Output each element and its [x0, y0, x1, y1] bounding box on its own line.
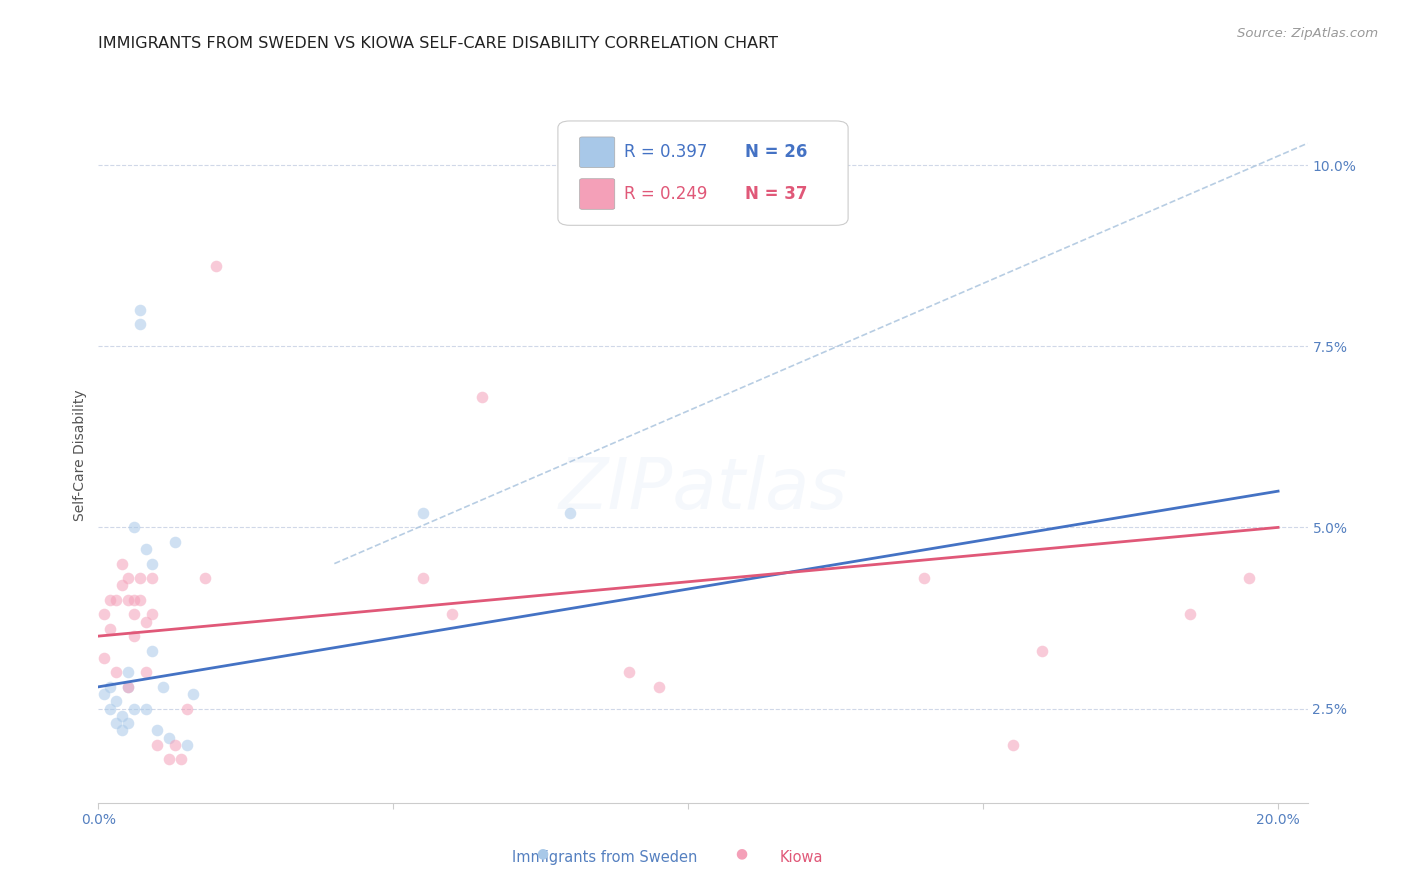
Y-axis label: Self-Care Disability: Self-Care Disability: [73, 389, 87, 521]
FancyBboxPatch shape: [558, 121, 848, 226]
Point: [128, 571, 150, 585]
Point: [135, 701, 157, 715]
Text: IMMIGRANTS FROM SWEDEN VS KIOWA SELF-CARE DISABILITY CORRELATION CHART: IMMIGRANTS FROM SWEDEN VS KIOWA SELF-CAR…: [98, 36, 779, 51]
Point: [1178, 607, 1201, 622]
Point: [93, 687, 115, 701]
Point: [105, 592, 128, 607]
FancyBboxPatch shape: [579, 178, 614, 210]
Point: [128, 303, 150, 318]
Point: [412, 571, 434, 585]
Point: [471, 390, 494, 404]
Point: [146, 738, 169, 752]
Point: [141, 607, 163, 622]
Point: [1237, 571, 1260, 585]
Point: [122, 607, 145, 622]
Point: [135, 542, 157, 557]
Point: [98, 592, 121, 607]
Text: R = 0.249: R = 0.249: [624, 185, 707, 203]
Point: [117, 571, 139, 585]
Point: [98, 701, 121, 715]
Point: [152, 680, 174, 694]
Point: [93, 607, 115, 622]
Point: [205, 260, 228, 274]
Text: N = 26: N = 26: [745, 144, 807, 161]
Point: [141, 557, 163, 571]
Point: [1001, 738, 1024, 752]
Point: [165, 738, 187, 752]
Point: [176, 738, 198, 752]
FancyBboxPatch shape: [579, 137, 614, 168]
Point: [648, 680, 671, 694]
Point: [135, 665, 157, 680]
Point: [111, 557, 134, 571]
Point: [412, 506, 434, 520]
Point: [111, 708, 134, 723]
Point: [105, 716, 128, 731]
Point: [122, 701, 145, 715]
Point: [98, 622, 121, 636]
Point: [560, 506, 582, 520]
Point: [128, 592, 150, 607]
Point: [122, 592, 145, 607]
Text: ZIPatlas: ZIPatlas: [558, 455, 848, 524]
Point: [111, 723, 134, 738]
Point: [146, 723, 169, 738]
Point: [141, 643, 163, 657]
Point: [122, 629, 145, 643]
Point: [122, 520, 145, 534]
Point: [128, 318, 150, 332]
Point: [619, 665, 641, 680]
Text: ●: ●: [537, 847, 548, 861]
Point: [98, 680, 121, 694]
Text: Kiowa: Kiowa: [780, 850, 823, 865]
Point: [176, 701, 198, 715]
Point: [441, 607, 464, 622]
Point: [181, 687, 204, 701]
Point: [105, 694, 128, 708]
Point: [165, 534, 187, 549]
Point: [135, 615, 157, 629]
Text: Source: ZipAtlas.com: Source: ZipAtlas.com: [1237, 27, 1378, 40]
Point: [105, 665, 128, 680]
Point: [157, 752, 180, 766]
Point: [1031, 643, 1053, 657]
Text: ●: ●: [735, 847, 747, 861]
Text: Immigrants from Sweden: Immigrants from Sweden: [512, 850, 697, 865]
Point: [117, 592, 139, 607]
Point: [93, 651, 115, 665]
Text: N = 37: N = 37: [745, 185, 808, 203]
Point: [194, 571, 217, 585]
Point: [912, 571, 935, 585]
Point: [117, 716, 139, 731]
Point: [111, 578, 134, 592]
Text: R = 0.397: R = 0.397: [624, 144, 707, 161]
Point: [117, 665, 139, 680]
Point: [117, 680, 139, 694]
Point: [157, 731, 180, 745]
Point: [141, 571, 163, 585]
Point: [117, 680, 139, 694]
Point: [170, 752, 193, 766]
